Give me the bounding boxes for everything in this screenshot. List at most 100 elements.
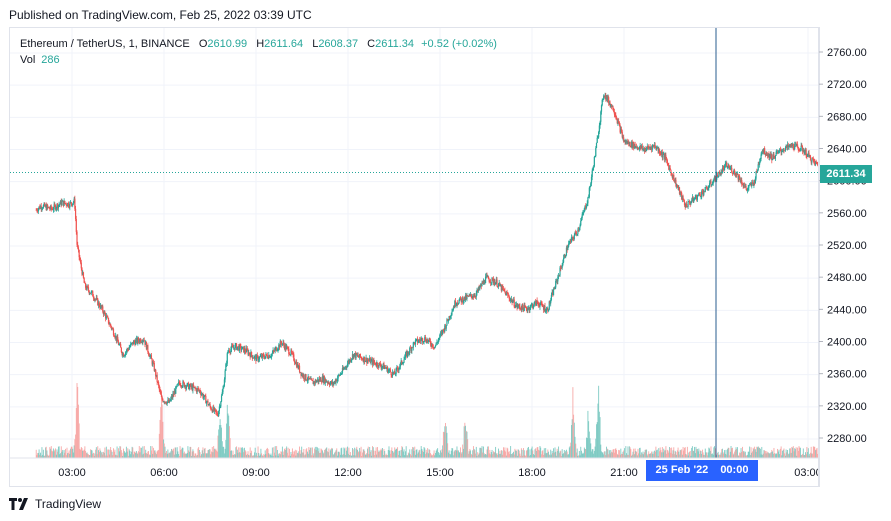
volume-bar (134, 451, 136, 458)
volume-bar (493, 452, 495, 458)
candle-body (593, 166, 595, 169)
candle-body (270, 356, 272, 358)
candle-body (356, 355, 359, 356)
candle-body (741, 184, 744, 185)
candle-body (160, 394, 163, 397)
candle-body (678, 187, 680, 189)
candle-body (513, 299, 515, 307)
volume-bar (615, 448, 617, 458)
volume-bar (115, 454, 117, 458)
volume-bar (384, 455, 386, 458)
volume-bar (649, 453, 651, 458)
volume-bar (646, 455, 648, 458)
volume-bar (254, 452, 255, 458)
volume-bar (507, 448, 509, 458)
legend-close-label: C (367, 38, 376, 50)
volume-bar (84, 446, 86, 458)
candle-body (567, 247, 569, 250)
volume-bar (442, 445, 444, 458)
candle-body (320, 378, 322, 382)
candle-body (630, 146, 632, 147)
candle-body (52, 209, 54, 211)
candle-body (220, 401, 222, 407)
candle-body (657, 147, 659, 151)
candle-body (251, 355, 253, 359)
volume-bar (289, 448, 290, 458)
candle-body (347, 361, 349, 364)
candle-body (464, 295, 467, 300)
candle-body (789, 144, 792, 147)
volume-bar (121, 452, 123, 458)
volume-bar (495, 453, 497, 458)
candle-body (318, 378, 320, 382)
volume-bar (211, 451, 212, 458)
volume-bar (161, 404, 163, 458)
volume-bar (766, 451, 768, 458)
volume-bar (422, 451, 424, 458)
candle-body (313, 381, 316, 384)
candle-body (175, 386, 177, 394)
volume-bar (35, 449, 37, 458)
volume-bar (201, 450, 203, 458)
candle-body (160, 391, 162, 395)
volume-bar (98, 452, 100, 458)
volume-bar (732, 454, 734, 458)
volume-bar (785, 449, 787, 458)
volume-bar (105, 446, 107, 458)
volume-bar (436, 449, 438, 458)
volume-bar (714, 448, 716, 458)
volume-bar (806, 446, 808, 458)
candle-body (676, 185, 678, 187)
candle-body (133, 340, 135, 343)
volume-bar (668, 452, 670, 458)
volume-bar (120, 450, 122, 458)
candle-body (163, 401, 165, 403)
candle-body (547, 308, 549, 312)
candle-body (541, 303, 543, 306)
volume-bar (70, 448, 72, 458)
volume-bar (470, 453, 472, 458)
volume-bar (259, 455, 260, 458)
volume-bar (306, 448, 308, 458)
candle-body (273, 350, 276, 352)
candle-body (276, 350, 278, 352)
candle-body (95, 297, 97, 300)
volume-bar (404, 455, 406, 458)
volume-bar (303, 448, 305, 458)
candle-body (293, 360, 296, 363)
volume-bar (511, 454, 513, 458)
price-chart[interactable]: 03:00 06:00 09:00 12:00 15:00 18:00 21:00 03:00 (10, 28, 819, 487)
candle-body (113, 335, 115, 337)
volume-bar (177, 451, 179, 458)
volume-bar (128, 449, 130, 458)
volume-bar (662, 452, 664, 458)
volume-bar (755, 451, 757, 458)
volume-bar (513, 451, 514, 458)
candle-body (591, 170, 593, 178)
candle-body (449, 316, 452, 318)
candle-body (372, 360, 374, 365)
volume-bar (186, 452, 188, 458)
volume-bar (658, 448, 660, 458)
legend-symbol[interactable]: Ethereum / TetherUS, 1, BINANCE (20, 38, 190, 50)
time-tick-label: 09:00 (242, 467, 270, 479)
footer-brand[interactable]: TradingView (9, 495, 101, 513)
candle-body (325, 379, 327, 382)
price-axis[interactable]: 2760.002720.002680.002640.002600.002560.… (819, 27, 891, 487)
candle-body (675, 179, 677, 187)
volume-bar (147, 451, 149, 458)
volume-bar (198, 449, 200, 458)
volume-bar (503, 447, 504, 458)
candle-body (257, 355, 259, 361)
candle-body (704, 186, 706, 192)
volume-bar (150, 446, 152, 458)
volume-bar (142, 446, 144, 458)
candle-body (447, 319, 449, 321)
volume-bar (215, 448, 217, 458)
volume-bar (329, 455, 331, 458)
candle-body (195, 388, 198, 392)
volume-bar (648, 451, 650, 458)
chart-pane[interactable]: 03:00 06:00 09:00 12:00 15:00 18:00 21:00 03:00… (9, 27, 819, 487)
volume-bar (659, 451, 660, 458)
volume-bar (50, 448, 51, 458)
